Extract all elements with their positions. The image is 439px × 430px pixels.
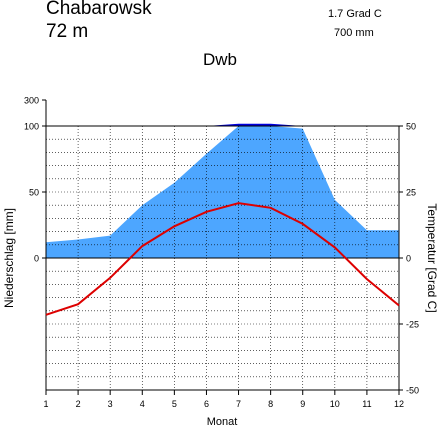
x-tick-label: 12 (394, 399, 404, 409)
precipitation-excess-area (46, 123, 399, 126)
right-axis-title: Temperatur [Grad C] (425, 203, 439, 312)
precipitation-area (46, 126, 399, 258)
x-tick-label: 1 (43, 399, 48, 409)
x-axis-title: Monat (207, 416, 238, 428)
annual-temperature: 1.7 Grad C (328, 8, 382, 20)
annual-precipitation: 700 mm (334, 27, 374, 39)
climate-classification: Dwb (203, 50, 238, 69)
station-elevation: 72 m (46, 21, 89, 42)
x-tick-label: 8 (268, 399, 273, 409)
x-tick-label: 7 (236, 399, 241, 409)
x-tick-label: 2 (76, 399, 81, 409)
right-tick-label: 50 (406, 122, 416, 132)
left-axis-title: Niederschlag [mm] (2, 208, 16, 308)
station-name: Chabarowsk (46, 0, 152, 19)
left-tick-label: 50 (29, 188, 39, 198)
temperature-line (45, 202, 400, 316)
left-tick-label: 300 (24, 96, 39, 106)
left-tick-label: 0 (34, 254, 39, 264)
x-tick-label: 6 (204, 399, 209, 409)
x-tick-label: 3 (108, 399, 113, 409)
right-tick-label: 0 (406, 254, 411, 264)
x-tick-label: 4 (140, 399, 145, 409)
x-tick-label: 10 (330, 399, 340, 409)
right-tick-label: -50 (406, 386, 419, 396)
right-tick-label: -25 (406, 320, 419, 330)
left-tick-label: 100 (24, 122, 39, 132)
x-tick-label: 5 (172, 399, 177, 409)
right-tick-label: 25 (406, 188, 416, 198)
x-tick-label: 11 (362, 399, 371, 409)
x-tick-label: 9 (300, 399, 305, 409)
